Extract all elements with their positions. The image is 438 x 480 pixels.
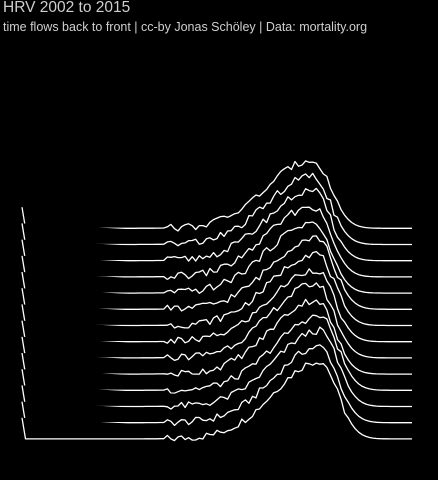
- series-line: [21, 160, 412, 232]
- series-line: [21, 362, 412, 442]
- series-line: [21, 172, 412, 247]
- chart-subtitle: time flows back to front | cc-by Jonas S…: [3, 20, 368, 34]
- chart-title: HRV 2002 to 2015: [3, 0, 131, 16]
